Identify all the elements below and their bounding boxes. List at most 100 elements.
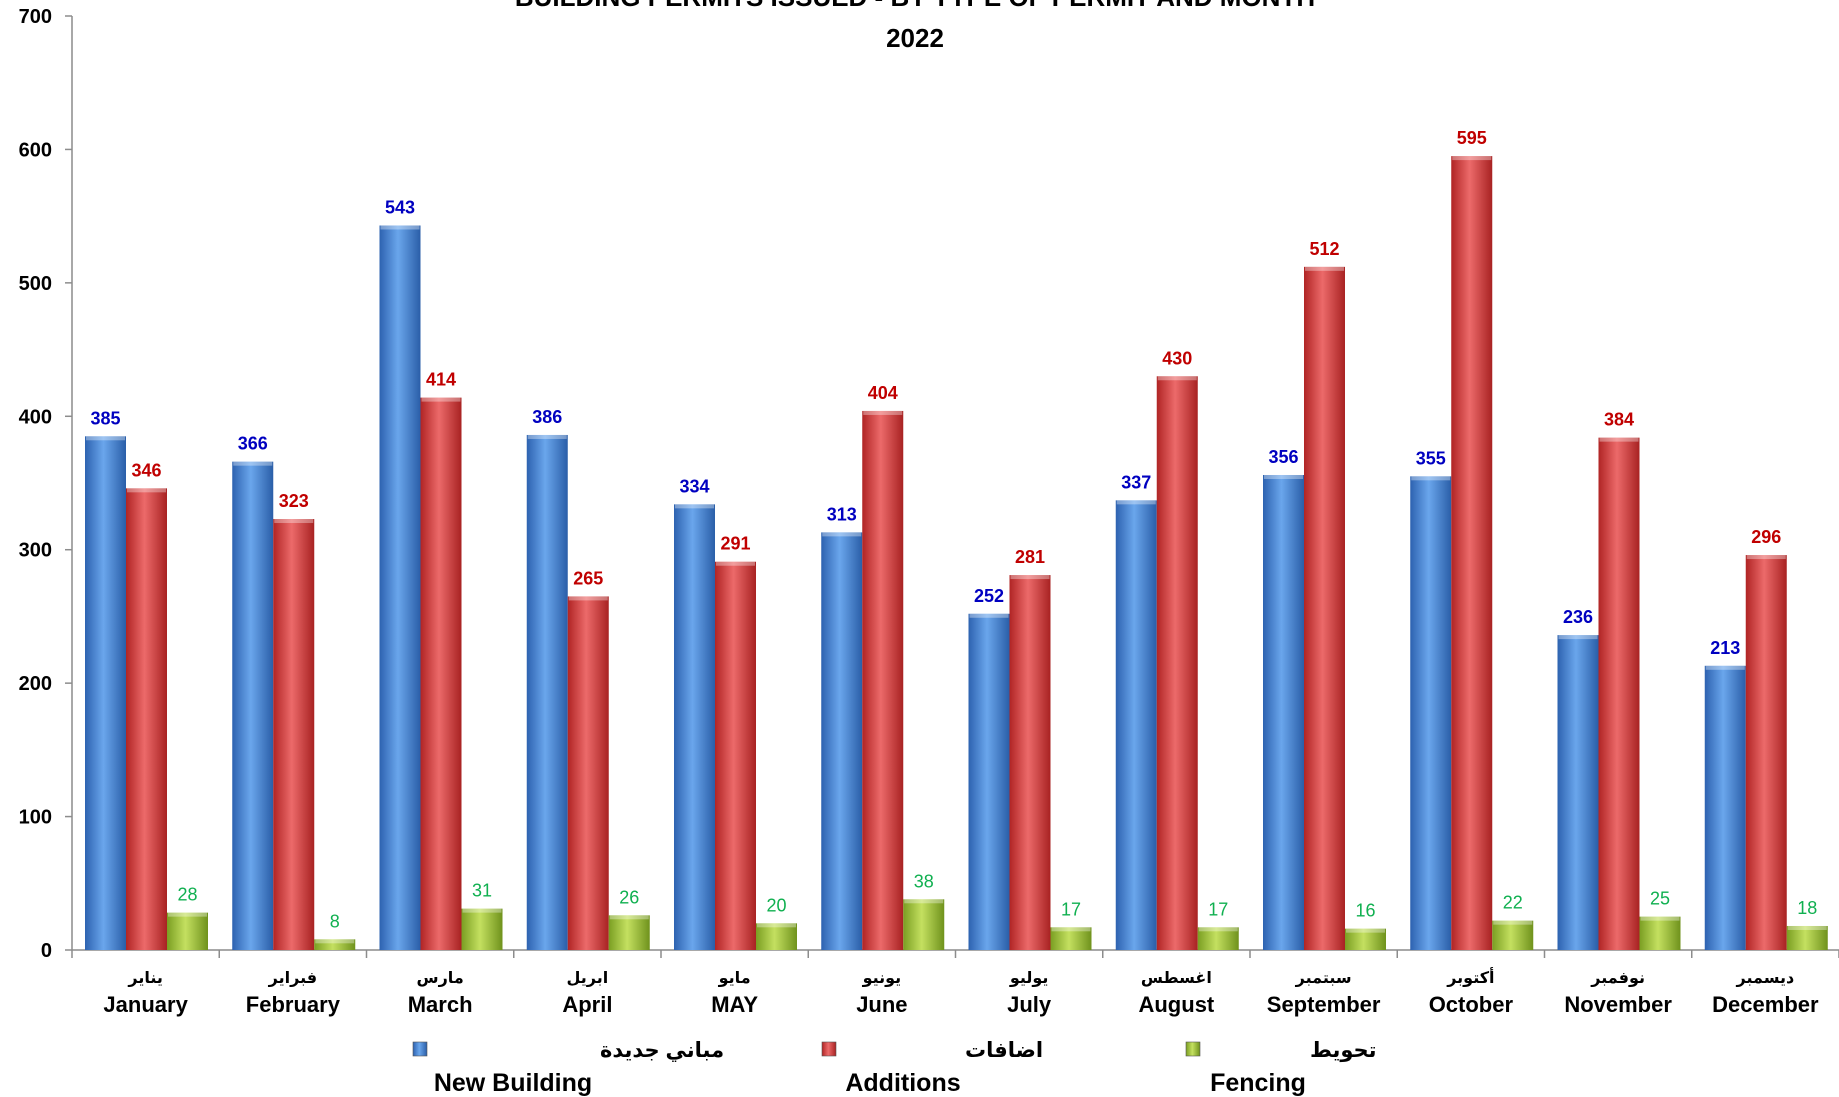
data-label: 291 — [720, 534, 750, 554]
bar-highlight — [757, 923, 796, 928]
bar-highlight — [86, 436, 125, 441]
chart-subtitle: 2022 — [886, 23, 944, 53]
data-label: 296 — [1751, 527, 1781, 547]
bar-fencing — [1639, 916, 1681, 950]
legend-label-ar: اضافات — [965, 1039, 1043, 1062]
data-label: 252 — [974, 586, 1004, 606]
bar-fencing — [461, 908, 503, 950]
data-label: 236 — [1563, 607, 1593, 627]
data-label: 356 — [1268, 447, 1298, 467]
data-label: 26 — [619, 887, 639, 907]
y-tick-label: 100 — [19, 807, 52, 829]
data-label: 265 — [573, 568, 603, 588]
bar-highlight — [1157, 376, 1197, 381]
legend-swatch-new-building — [412, 1041, 428, 1057]
x-tick-label-ar: أكتوبر — [1446, 967, 1494, 987]
bar-highlight — [1051, 927, 1091, 932]
legend-swatch-fencing — [1185, 1041, 1201, 1057]
legend-label: Fencing — [1210, 1069, 1306, 1097]
bar-new-building — [1557, 635, 1599, 950]
bar-highlight — [1599, 437, 1639, 442]
bar-highlight — [822, 532, 862, 537]
bar-additions — [862, 410, 904, 950]
legend-label-ar: مباني جديدة — [600, 1039, 724, 1062]
bar-highlight — [1305, 266, 1344, 271]
y-tick-label: 600 — [19, 139, 52, 161]
bar-fencing — [756, 923, 797, 950]
bar-highlight — [1640, 916, 1680, 921]
x-tick-label: MAY — [711, 992, 758, 1017]
bar-additions — [1598, 437, 1640, 950]
data-label: 384 — [1604, 410, 1634, 430]
bar-highlight — [863, 410, 903, 415]
bar-highlight — [462, 908, 502, 913]
data-label: 213 — [1710, 638, 1740, 658]
x-tick-label: April — [562, 992, 612, 1017]
data-label: 337 — [1121, 472, 1151, 492]
data-label: 430 — [1162, 348, 1192, 368]
bar-highlight — [675, 504, 714, 509]
bar-highlight — [1198, 927, 1238, 932]
bar-additions — [1451, 156, 1493, 951]
bar-new-building — [968, 613, 1010, 950]
legend-label: New Building — [434, 1069, 592, 1097]
data-label: 543 — [385, 197, 415, 217]
data-label: 20 — [766, 895, 786, 915]
legend-label: Additions — [845, 1069, 960, 1097]
bar-highlight — [1411, 476, 1451, 481]
data-label: 404 — [868, 383, 898, 403]
bar-highlight — [1787, 925, 1827, 930]
x-tick-label-ar: مارس — [417, 970, 464, 987]
bar-fencing — [1345, 928, 1386, 950]
data-label: 17 — [1061, 899, 1081, 919]
data-label: 366 — [238, 434, 268, 454]
bar-highlight — [1493, 920, 1533, 925]
bar-additions — [420, 397, 462, 950]
y-tick-label: 0 — [41, 940, 52, 962]
bar-highlight — [233, 461, 273, 466]
chart-title: BUILDING PERMITS ISSUED - BY TYPE OF PER… — [515, 0, 1315, 12]
data-label: 313 — [827, 504, 857, 524]
bar-fencing — [314, 939, 356, 950]
data-label: 28 — [177, 885, 197, 905]
bar-highlight — [1264, 474, 1303, 479]
x-tick-label: March — [408, 992, 473, 1017]
x-tick-label: November — [1564, 992, 1672, 1017]
bar-highlight — [380, 225, 420, 230]
x-tick-label-ar: مايو — [718, 970, 751, 987]
x-tick-label: July — [1007, 992, 1052, 1017]
x-tick-label: December — [1712, 992, 1819, 1017]
bar-highlight — [969, 613, 1009, 618]
data-label: 334 — [679, 476, 709, 496]
x-tick-label-ar: ديسمبر — [1736, 970, 1795, 987]
x-tick-label: June — [856, 992, 907, 1017]
data-label: 31 — [472, 881, 492, 901]
bar-highlight — [527, 434, 567, 439]
bar-new-building — [1263, 474, 1304, 950]
bar-new-building — [1704, 665, 1746, 950]
x-axis: يناير January فبراير February مارس March ابريل… — [71, 949, 1839, 1017]
bar-new-building — [232, 461, 274, 950]
y-tick-label: 500 — [19, 273, 52, 295]
bar-highlight — [1558, 635, 1598, 640]
bar-highlight — [1346, 928, 1385, 933]
bar-additions — [126, 488, 167, 950]
bar-new-building — [85, 436, 126, 950]
data-label: 25 — [1650, 889, 1670, 909]
bar-highlight — [127, 488, 166, 493]
bar-highlight — [274, 519, 314, 524]
bar-highlight — [1116, 500, 1156, 505]
x-tick-label-ar: يونيو — [862, 970, 902, 987]
data-label: 355 — [1416, 448, 1446, 468]
x-tick-label-ar: نوفمبر — [1590, 970, 1645, 987]
data-label: 386 — [532, 407, 562, 427]
bar-additions — [1304, 266, 1345, 950]
data-label: 281 — [1015, 547, 1045, 567]
bar-additions — [1009, 575, 1051, 950]
x-tick-label: August — [1138, 992, 1214, 1017]
y-axis: 0 100 200 300 400 500 600 700 — [19, 6, 73, 962]
bar-fencing — [1786, 925, 1828, 950]
data-label: 323 — [279, 491, 309, 511]
bar-highlight — [1010, 575, 1050, 580]
